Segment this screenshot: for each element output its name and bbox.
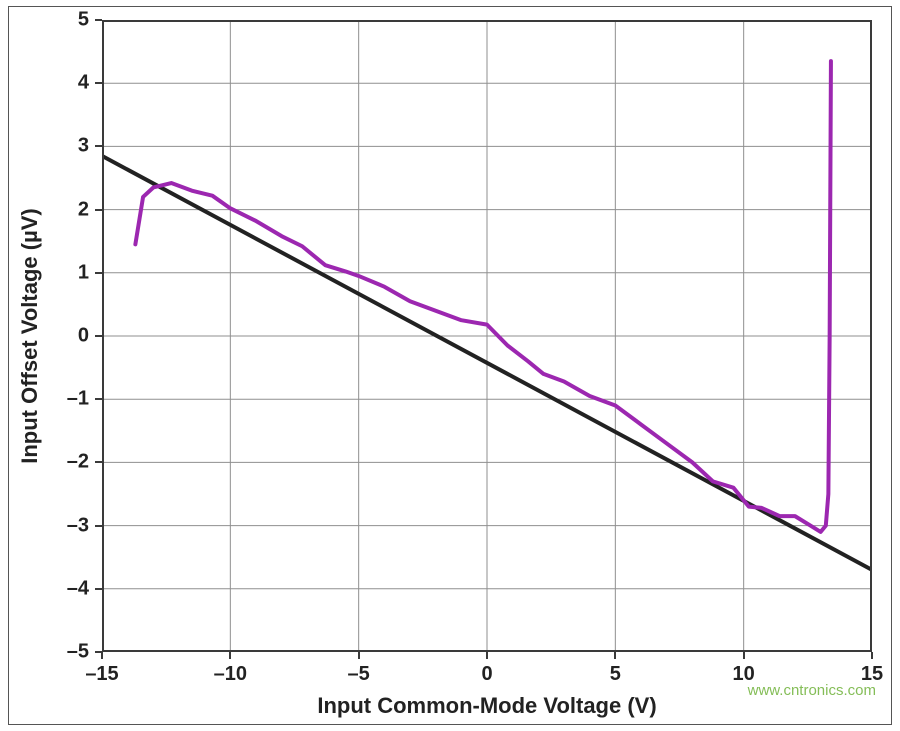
tick-mark xyxy=(871,652,873,659)
tick-mark xyxy=(358,652,360,659)
y-tick-label: –2 xyxy=(67,451,89,474)
watermark-text: www.cntronics.com xyxy=(748,682,876,699)
x-tick-label: 5 xyxy=(610,663,621,686)
y-tick-label: –4 xyxy=(67,577,89,600)
chart-svg xyxy=(102,20,872,652)
y-tick-label: 3 xyxy=(78,135,89,158)
y-tick-label: –5 xyxy=(67,641,89,664)
tick-mark xyxy=(95,209,102,211)
tick-mark xyxy=(95,398,102,400)
y-tick-label: –1 xyxy=(67,388,89,411)
tick-mark xyxy=(486,652,488,659)
tick-mark xyxy=(614,652,616,659)
y-tick-label: 1 xyxy=(78,261,89,284)
tick-mark xyxy=(95,145,102,147)
x-tick-label: –10 xyxy=(214,663,247,686)
x-tick-label: –15 xyxy=(85,663,118,686)
tick-mark xyxy=(95,82,102,84)
tick-mark xyxy=(95,461,102,463)
x-tick-label: 0 xyxy=(481,663,492,686)
tick-mark xyxy=(95,335,102,337)
tick-mark xyxy=(95,19,102,21)
x-axis-label: Input Common-Mode Voltage (V) xyxy=(317,693,656,719)
y-tick-label: 2 xyxy=(78,198,89,221)
y-tick-label: 0 xyxy=(78,325,89,348)
y-tick-label: 4 xyxy=(78,72,89,95)
plot-area xyxy=(102,20,872,652)
x-tick-label: –5 xyxy=(348,663,370,686)
tick-mark xyxy=(95,525,102,527)
tick-mark xyxy=(229,652,231,659)
tick-mark xyxy=(95,651,102,653)
tick-mark xyxy=(101,652,103,659)
y-tick-label: –3 xyxy=(67,514,89,537)
tick-mark xyxy=(95,272,102,274)
tick-mark xyxy=(743,652,745,659)
figure-canvas: –15–10–5051015–5–4–3–2–1012345 Input Com… xyxy=(0,0,900,731)
tick-mark xyxy=(95,588,102,590)
y-axis-label: Input Offset Voltage (µV) xyxy=(17,208,43,463)
y-tick-label: 5 xyxy=(78,9,89,32)
